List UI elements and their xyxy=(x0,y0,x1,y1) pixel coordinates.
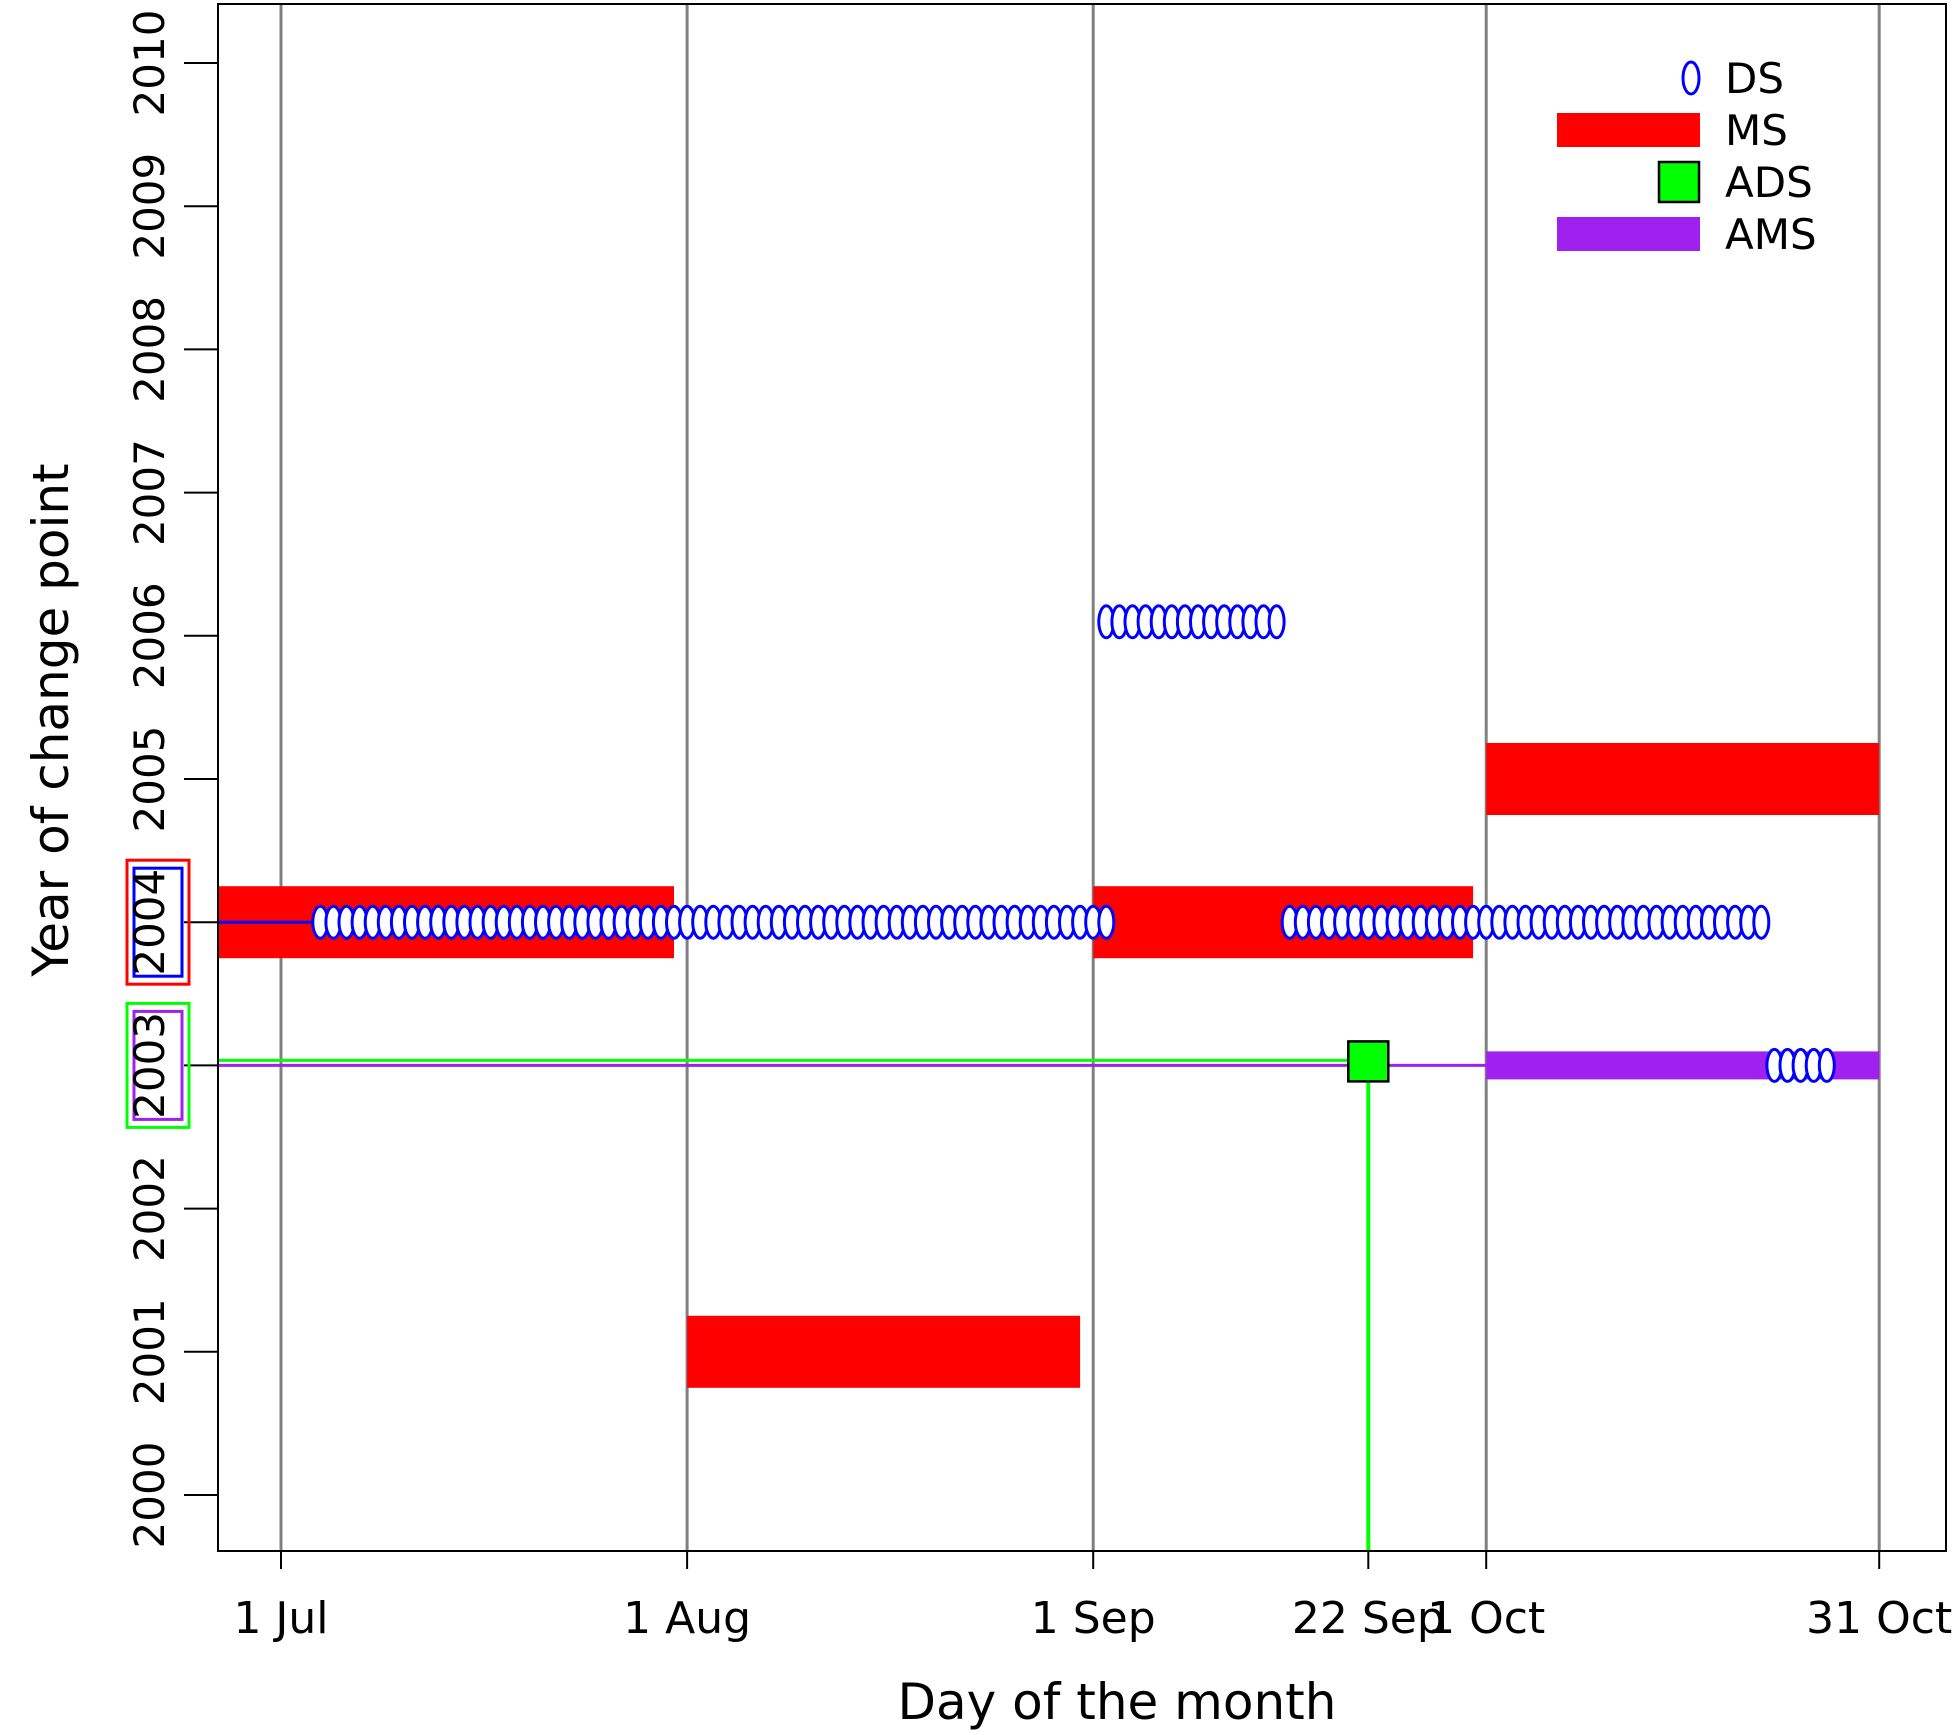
y-tick-label: 2005 xyxy=(125,726,174,833)
x-tick-label: 31 Oct xyxy=(1806,1593,1952,1644)
legend-ams-symbol xyxy=(1557,217,1700,251)
x-tick-label: 1 Aug xyxy=(623,1593,751,1644)
legend-label: MS xyxy=(1725,106,1788,155)
ds-marker xyxy=(1267,604,1286,640)
year-highlight-outer xyxy=(125,1001,191,1129)
ads-layer xyxy=(1347,1040,1390,1083)
ms-bar xyxy=(1486,743,1880,815)
x-tick-label: 1 Jul xyxy=(233,1593,328,1644)
y-tick-label: 2004 xyxy=(125,869,174,976)
year-highlight-inner xyxy=(132,1009,184,1121)
y-tick-label: 2010 xyxy=(125,10,174,117)
ms-bar xyxy=(687,1315,1081,1388)
legend-label: DS xyxy=(1725,54,1784,103)
x-axis-title: Day of the month xyxy=(898,1673,1337,1731)
y-tick-label: 2009 xyxy=(125,153,174,260)
ds-marker xyxy=(1817,1047,1836,1083)
y-tick-label: 2007 xyxy=(125,439,174,546)
y-tick-label: 2006 xyxy=(125,582,174,689)
legend-ds-symbol xyxy=(1681,60,1701,96)
y-axis-title: Year of change point xyxy=(22,463,80,977)
ds-marker xyxy=(1752,904,1771,940)
ads-marker xyxy=(1347,1040,1390,1083)
plot-frame xyxy=(217,3,1947,1552)
y-axis: 2000 2001 2002 2003 2004 2005 2006 2007 2008 2009… xyxy=(125,10,218,1549)
x-tick-label: 22 Sep xyxy=(1292,1593,1445,1644)
y-tick-label: 2003 xyxy=(125,1012,174,1119)
x-tick-label: 1 Oct xyxy=(1427,1593,1545,1644)
y-tick-label: 2002 xyxy=(125,1155,174,1262)
legend-label: ADS xyxy=(1725,158,1813,207)
year-highlight-inner xyxy=(132,866,184,978)
ds-layer xyxy=(311,604,1836,1083)
year-highlight-outer xyxy=(125,858,191,986)
legend-label: AMS xyxy=(1725,210,1817,259)
legend-ads-symbol xyxy=(1657,160,1701,204)
reference-lines-layer xyxy=(218,920,1487,1551)
y-tick-label: 2001 xyxy=(125,1298,174,1405)
ds-marker xyxy=(1097,904,1116,940)
x-tick-label: 1 Sep xyxy=(1031,1593,1156,1644)
y-tick-label: 2000 xyxy=(125,1442,174,1549)
legend-ms-symbol xyxy=(1557,113,1700,147)
y-tick-label: 2008 xyxy=(125,296,174,403)
